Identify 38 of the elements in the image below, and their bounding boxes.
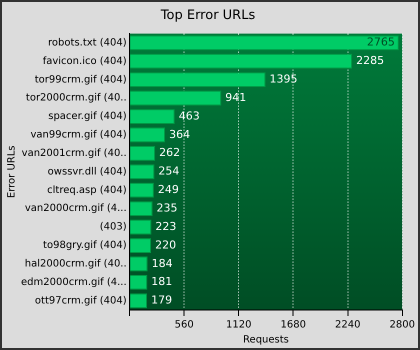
- y-tick-label: (403): [100, 222, 127, 233]
- data-label: 1395: [269, 72, 298, 86]
- data-label: 220: [155, 238, 176, 252]
- y-tick-label: owssvr.dll (404): [48, 166, 127, 178]
- data-label: 181: [151, 275, 172, 288]
- y-tick-label: edm2000crm.gif (4...: [20, 276, 127, 288]
- x-axis-title: Requests: [243, 334, 289, 346]
- data-label: 254: [158, 164, 180, 178]
- data-label: 235: [156, 202, 178, 215]
- y-tick-label: van99crm.gif (404): [30, 130, 127, 141]
- data-label: 262: [159, 146, 180, 160]
- data-label: 2285: [356, 54, 384, 68]
- y-tick-label: robots.txt (404): [48, 37, 127, 48]
- data-label: 364: [169, 128, 190, 141]
- y-tick-label: spacer.gif (404): [48, 111, 127, 122]
- y-tick-label: hal2000crm.gif (40..: [24, 258, 127, 270]
- y-tick-label: favicon.ico (404): [42, 56, 127, 67]
- data-label: 463: [178, 109, 200, 122]
- y-tick-label: to98gry.gif (404): [43, 240, 127, 252]
- x-tick-label: 2240: [335, 320, 360, 331]
- y-axis-title: Error URLs: [6, 145, 18, 198]
- data-label: 249: [158, 183, 179, 196]
- y-tick-label: tor99crm.gif (404): [34, 74, 127, 86]
- y-tick-label: van2000crm.gif (4...: [24, 203, 127, 214]
- data-label: 184: [152, 256, 173, 270]
- x-tick-label: 1120: [226, 320, 252, 331]
- y-tick-label: cltreq.asp (404): [47, 184, 127, 196]
- y-tick-label: ott97crm.gif (404): [34, 295, 127, 306]
- x-tick-label: 1680: [280, 320, 306, 331]
- data-label: 941: [225, 90, 246, 104]
- y-tick-label: tor2000crm.gif (40..: [26, 92, 127, 104]
- chart-title: Top Error URLs: [160, 8, 256, 24]
- data-label: 179: [151, 294, 172, 307]
- y-tick-label: van2001crm.gif (40..: [22, 148, 127, 159]
- x-tick-label: 560: [174, 320, 194, 331]
- x-tick-label: 2800: [390, 320, 415, 331]
- data-label: 2765: [366, 36, 395, 49]
- data-label: 223: [155, 220, 176, 233]
